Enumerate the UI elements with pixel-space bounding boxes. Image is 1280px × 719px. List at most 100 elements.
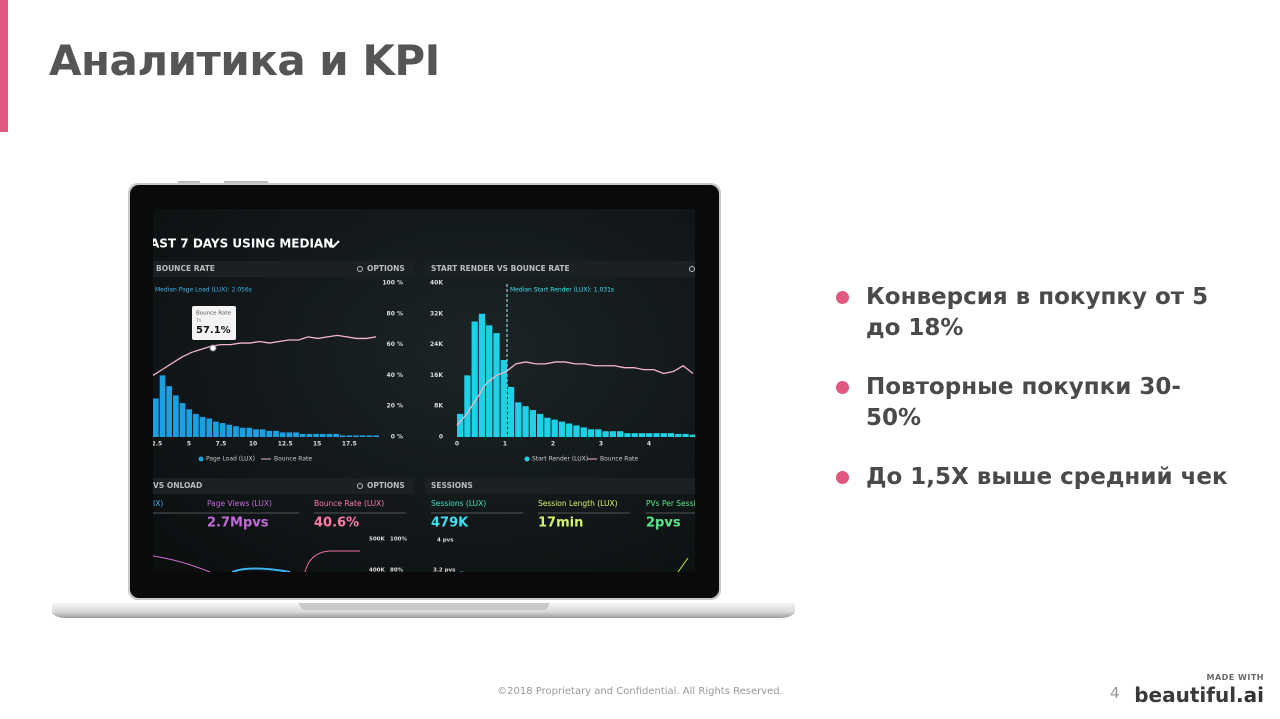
kpi-value: 2.7Mpvs <box>207 516 269 531</box>
bar <box>617 431 624 437</box>
bar <box>660 433 667 437</box>
bar <box>464 375 471 437</box>
brand-name: beautiful <box>1134 683 1237 707</box>
chevron <box>326 240 340 249</box>
bar <box>471 321 478 437</box>
x-tick-label: 2 <box>551 441 555 448</box>
bar <box>353 435 359 437</box>
panel-header <box>153 478 414 494</box>
slide-title: Аналитика и KPI <box>49 36 440 85</box>
mini-curve <box>304 550 360 572</box>
y-tick-label: 16K <box>430 372 443 379</box>
mini-axis-label: 100% <box>390 537 407 543</box>
median-label: Median Page Load (LUX): 2.056s <box>155 287 252 294</box>
bar <box>537 413 544 437</box>
median-label: Median Start Render (LUX): 1.031s <box>510 287 614 294</box>
panel-title: START RENDER VS BOUNCE RATE <box>431 264 570 273</box>
brand: beautiful.ai <box>1134 683 1264 707</box>
y-tick-label: 80 % <box>387 310 403 317</box>
x-tick-label: 15 <box>313 441 321 448</box>
kpi-label: Sessions (LUX) <box>431 499 486 508</box>
bar <box>313 433 319 437</box>
x-tick-label: 4 <box>647 441 651 448</box>
bar <box>359 435 366 437</box>
bar <box>346 435 353 437</box>
accent-bar <box>0 0 8 132</box>
kpi-value: 479K <box>431 516 469 531</box>
bar <box>279 432 286 437</box>
bar <box>667 433 675 437</box>
bar <box>500 360 507 437</box>
y-tick-label: 40K <box>430 280 443 287</box>
bar <box>339 435 346 437</box>
bar <box>319 433 326 437</box>
bar <box>682 433 689 437</box>
tooltip-value: 57.1% <box>196 325 231 336</box>
bar <box>507 386 515 437</box>
kpi-label: Page Views (LUX) <box>207 499 272 508</box>
copyright: ©2018 Proprietary and Confidential. All … <box>497 686 783 697</box>
panel-title: SESSIONS <box>431 481 473 490</box>
legend-label: Bounce Rate <box>274 456 312 463</box>
bullet: Конверсия в покупку от 5 до 18% <box>836 282 1216 344</box>
panel-header <box>425 478 695 494</box>
bar <box>166 386 173 437</box>
laptop-base <box>52 603 795 618</box>
bar <box>558 421 566 437</box>
bar <box>587 429 595 437</box>
bar <box>253 429 259 437</box>
bar <box>529 410 536 437</box>
panel-title: VS ONLOAD <box>153 481 202 490</box>
bar <box>299 433 306 437</box>
bar <box>206 418 213 437</box>
gear <box>357 483 363 489</box>
panel-options: OPTIONS <box>367 481 405 490</box>
bar <box>219 423 226 437</box>
kpi-value: 40.6% <box>314 516 359 531</box>
bar <box>239 427 246 437</box>
bar <box>478 313 486 437</box>
bullet: До 1,5X выше средний чек <box>836 462 1246 493</box>
gear <box>689 266 695 272</box>
kpi-label: IX) <box>153 499 163 508</box>
bullet: Повторные покупки 30-50% <box>836 372 1216 434</box>
y-tick-label: 0 <box>439 434 443 441</box>
mini-axis-label: 3.2 pvs <box>433 568 456 574</box>
bounce-line <box>456 361 694 426</box>
x-tick-label: 0 <box>455 441 459 448</box>
y-tick-label: 60 % <box>387 341 403 348</box>
bar <box>173 395 179 437</box>
bar <box>689 434 695 437</box>
y-tick-label: 40 % <box>387 372 403 379</box>
bar <box>293 432 299 437</box>
kpi-value: 17min <box>538 516 583 531</box>
mini-axis-label: 4 pvs <box>437 538 454 544</box>
panel-header <box>153 261 414 277</box>
bullet-list: Конверсия в покупку от 5 до 18% Повторны… <box>836 282 1236 521</box>
bar <box>493 333 500 437</box>
bar <box>199 416 206 437</box>
bar <box>602 431 609 437</box>
kpi-value: 2pvs <box>646 516 681 531</box>
legend-dot <box>524 456 530 462</box>
x-tick-label: 10 <box>249 441 257 448</box>
x-tick-label: 2.5 <box>152 441 163 448</box>
bar <box>213 421 219 437</box>
bar <box>631 433 638 437</box>
page-number: 4 <box>1110 684 1120 702</box>
bar <box>233 426 239 437</box>
brand-suffix: .ai <box>1236 683 1264 707</box>
bar <box>226 424 233 437</box>
made-with: MADE WITH <box>1206 673 1264 682</box>
bar <box>515 402 522 437</box>
bar <box>566 423 573 437</box>
y-tick-label: 32K <box>430 310 443 317</box>
bar <box>193 413 199 437</box>
bar <box>609 431 616 437</box>
kpi-label: PVs Per Sessi <box>646 499 696 508</box>
bar <box>573 425 580 437</box>
y-tick-label: 20 % <box>387 403 403 410</box>
bar <box>646 433 653 437</box>
